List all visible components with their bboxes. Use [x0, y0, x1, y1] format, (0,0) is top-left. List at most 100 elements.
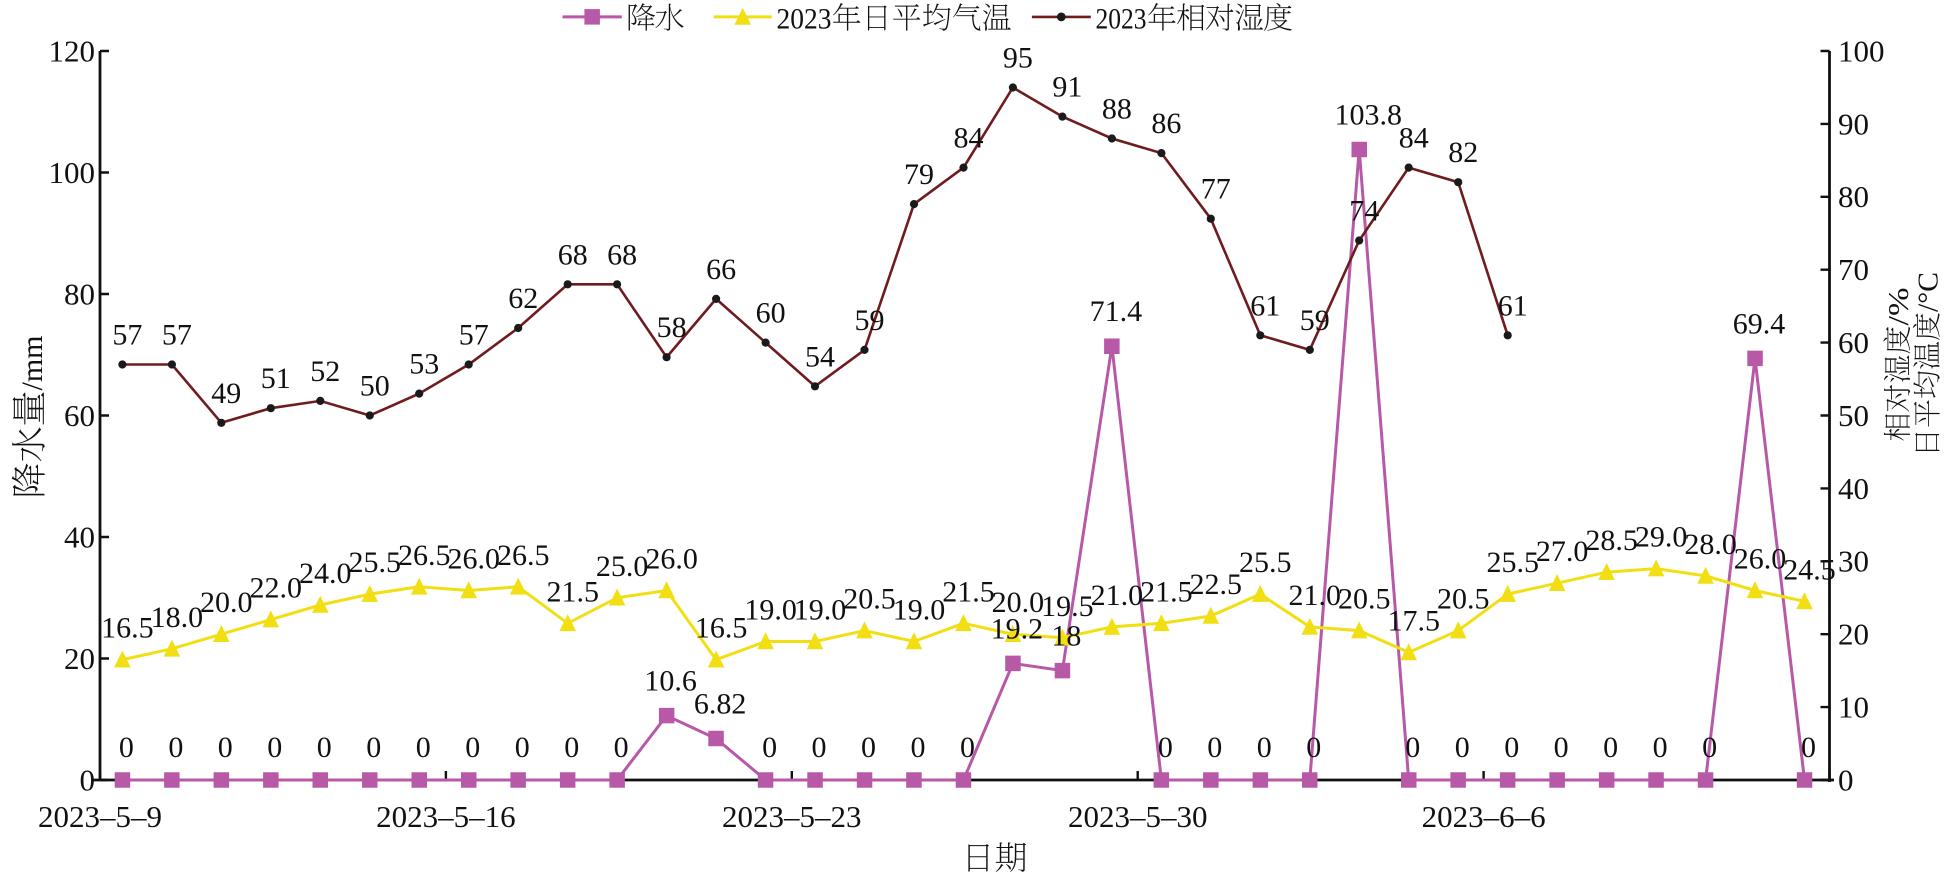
svg-text:2023–6–6: 2023–6–6 — [1422, 799, 1546, 834]
svg-text:19.5: 19.5 — [1041, 590, 1094, 623]
svg-text:0: 0 — [614, 731, 629, 764]
svg-text:20.5: 20.5 — [843, 583, 896, 616]
svg-text:80: 80 — [64, 276, 95, 311]
svg-text:88: 88 — [1102, 93, 1132, 126]
svg-text:26.0: 26.0 — [645, 543, 698, 576]
svg-text:24.0: 24.0 — [299, 557, 352, 590]
svg-text:6.82: 6.82 — [694, 688, 747, 721]
svg-text:26.5: 26.5 — [398, 539, 451, 572]
svg-text:19.0: 19.0 — [893, 594, 946, 627]
svg-text:0: 0 — [1702, 731, 1717, 764]
svg-text:0: 0 — [911, 731, 926, 764]
svg-text:50: 50 — [360, 370, 390, 403]
svg-text:20.5: 20.5 — [1437, 583, 1490, 616]
svg-text:40: 40 — [64, 519, 95, 554]
svg-text:20.0: 20.0 — [992, 586, 1045, 619]
svg-text:29.0: 29.0 — [1635, 521, 1688, 554]
svg-text:0: 0 — [515, 731, 530, 764]
svg-text:68: 68 — [607, 238, 637, 271]
svg-text:95: 95 — [1003, 42, 1033, 75]
svg-text:0: 0 — [1455, 731, 1470, 764]
svg-text:0: 0 — [1306, 731, 1321, 764]
svg-text:103.8: 103.8 — [1334, 98, 1402, 131]
svg-text:0: 0 — [1554, 731, 1569, 764]
svg-text:60: 60 — [1838, 325, 1869, 360]
svg-text:2023–5–9: 2023–5–9 — [38, 799, 162, 834]
svg-text:19.2: 19.2 — [991, 612, 1044, 645]
svg-text:0: 0 — [1603, 731, 1618, 764]
svg-text:19.0: 19.0 — [744, 594, 797, 627]
svg-text:59: 59 — [855, 304, 885, 337]
svg-text:30: 30 — [1838, 544, 1869, 579]
svg-text:0: 0 — [861, 731, 876, 764]
svg-text:66: 66 — [706, 253, 736, 286]
svg-text:26.0: 26.0 — [1734, 543, 1787, 576]
svg-text:84: 84 — [954, 122, 984, 155]
svg-text:0: 0 — [317, 731, 332, 764]
svg-text:0: 0 — [1504, 731, 1519, 764]
svg-text:100: 100 — [1838, 33, 1885, 68]
svg-text:28.0: 28.0 — [1684, 528, 1737, 561]
svg-text:100: 100 — [49, 155, 96, 190]
svg-text:27.0: 27.0 — [1536, 535, 1589, 568]
svg-text:82: 82 — [1448, 136, 1478, 169]
svg-text:84: 84 — [1399, 122, 1429, 155]
svg-text:20: 20 — [1838, 617, 1869, 652]
svg-text:10.6: 10.6 — [644, 665, 697, 698]
svg-text:0: 0 — [564, 731, 579, 764]
svg-text:0: 0 — [1207, 731, 1222, 764]
svg-text:80: 80 — [1838, 179, 1869, 214]
svg-text:69.4: 69.4 — [1733, 307, 1786, 340]
svg-text:17.5: 17.5 — [1387, 604, 1440, 637]
svg-text:21.0: 21.0 — [1091, 579, 1144, 612]
svg-text:16.5: 16.5 — [101, 612, 154, 645]
svg-text:0: 0 — [119, 731, 134, 764]
svg-text:74: 74 — [1349, 195, 1379, 228]
svg-text:20.5: 20.5 — [1338, 583, 1391, 616]
svg-text:0: 0 — [80, 762, 96, 797]
svg-text:49: 49 — [211, 377, 241, 410]
svg-text:0: 0 — [1838, 762, 1854, 797]
svg-text:25.5: 25.5 — [349, 546, 402, 579]
svg-text:20: 20 — [64, 641, 95, 676]
svg-text:62: 62 — [508, 282, 538, 315]
svg-text:/°C: /°C — [1913, 272, 1945, 312]
svg-text:0: 0 — [366, 731, 381, 764]
svg-text:68: 68 — [558, 238, 588, 271]
svg-text:2023–5–16: 2023–5–16 — [376, 799, 516, 834]
svg-text:60: 60 — [64, 398, 95, 433]
svg-text:79: 79 — [904, 158, 934, 191]
svg-text:10: 10 — [1838, 690, 1869, 725]
svg-text:77: 77 — [1201, 173, 1231, 206]
svg-text:0: 0 — [1801, 731, 1816, 764]
svg-text:59: 59 — [1300, 304, 1330, 337]
svg-text:71.4: 71.4 — [1090, 295, 1143, 328]
svg-text:53: 53 — [409, 348, 439, 381]
svg-text:0: 0 — [168, 731, 183, 764]
svg-text:58: 58 — [657, 311, 687, 344]
svg-text:61: 61 — [1250, 289, 1280, 322]
svg-text:2023–5–30: 2023–5–30 — [1068, 799, 1208, 834]
svg-text:0: 0 — [1653, 731, 1668, 764]
svg-text:91: 91 — [1052, 71, 1082, 104]
svg-text:70: 70 — [1838, 252, 1869, 287]
svg-text:22.0: 22.0 — [250, 572, 303, 605]
svg-text:57: 57 — [459, 319, 489, 352]
svg-text:18.0: 18.0 — [151, 601, 204, 634]
svg-text:54: 54 — [805, 340, 835, 373]
svg-text:25.5: 25.5 — [1486, 546, 1539, 579]
svg-text:21.5: 21.5 — [1140, 575, 1193, 608]
svg-text:16.5: 16.5 — [695, 612, 748, 645]
svg-text:25.5: 25.5 — [1239, 546, 1292, 579]
svg-text:19.0: 19.0 — [794, 594, 847, 627]
svg-text:86: 86 — [1151, 107, 1181, 140]
svg-text:26.5: 26.5 — [497, 539, 550, 572]
svg-text:52: 52 — [310, 355, 340, 388]
svg-text:25.0: 25.0 — [596, 550, 649, 583]
svg-text:20.0: 20.0 — [200, 586, 253, 619]
svg-text:0: 0 — [812, 731, 827, 764]
svg-text:0: 0 — [762, 731, 777, 764]
svg-text:51: 51 — [261, 362, 291, 395]
svg-text:22.5: 22.5 — [1190, 568, 1243, 601]
svg-text:2023–5–23: 2023–5–23 — [722, 799, 862, 834]
